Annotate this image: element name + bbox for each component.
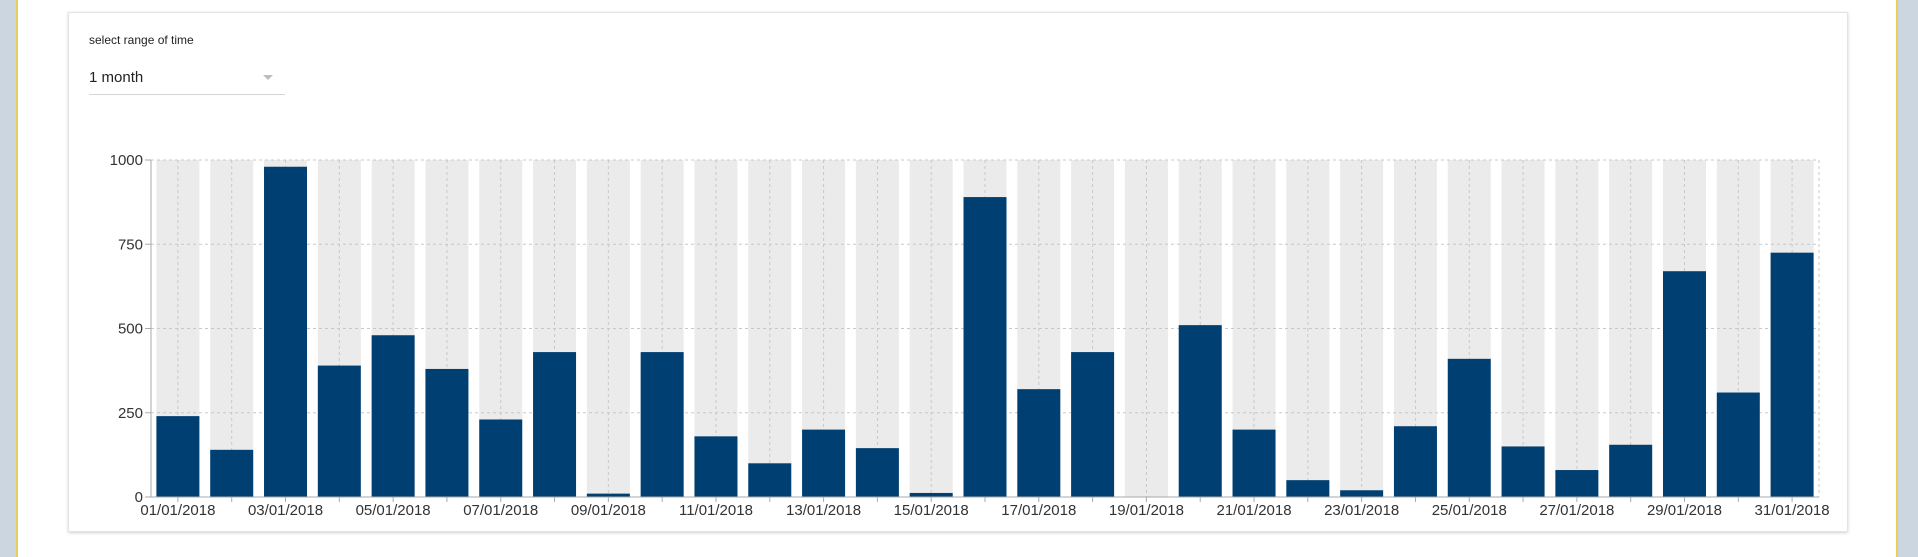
x-tick-label: 27/01/2018 bbox=[1539, 502, 1614, 519]
y-tick-label: 500 bbox=[118, 321, 143, 338]
bar bbox=[963, 197, 1007, 497]
bar bbox=[586, 493, 630, 497]
x-tick-label: 13/01/2018 bbox=[786, 502, 861, 519]
bar bbox=[640, 352, 684, 497]
bar bbox=[748, 463, 792, 497]
x-tick-label: 15/01/2018 bbox=[894, 502, 969, 519]
bar bbox=[1178, 325, 1222, 497]
bar bbox=[1716, 392, 1760, 497]
x-tick-label: 19/01/2018 bbox=[1109, 502, 1184, 519]
y-tick-label: 750 bbox=[118, 236, 143, 253]
range-label: select range of time bbox=[89, 33, 194, 47]
bar bbox=[909, 492, 953, 497]
bar bbox=[533, 352, 577, 497]
bar bbox=[1555, 470, 1599, 497]
bar bbox=[156, 416, 200, 497]
right-edge bbox=[1896, 0, 1918, 557]
bar bbox=[1770, 252, 1814, 497]
bar bbox=[264, 166, 308, 498]
bar bbox=[802, 429, 846, 497]
bar bbox=[210, 449, 254, 497]
bar bbox=[1609, 444, 1653, 497]
x-tick-label: 11/01/2018 bbox=[679, 502, 753, 519]
x-tick-label: 09/01/2018 bbox=[571, 502, 646, 519]
bar bbox=[479, 419, 523, 497]
y-tick-label: 0 bbox=[135, 489, 143, 506]
bar bbox=[1447, 358, 1491, 497]
x-tick-label: 23/01/2018 bbox=[1324, 502, 1399, 519]
chevron-down-icon bbox=[263, 75, 273, 80]
x-tick-label: 31/01/2018 bbox=[1755, 502, 1830, 519]
bar bbox=[1340, 490, 1384, 497]
bar bbox=[1232, 429, 1276, 497]
x-tick-label: 07/01/2018 bbox=[463, 502, 538, 519]
y-tick-label: 1000 bbox=[110, 152, 143, 169]
x-tick-label: 29/01/2018 bbox=[1647, 502, 1722, 519]
bar bbox=[425, 368, 469, 497]
left-edge bbox=[0, 0, 18, 557]
bar bbox=[317, 365, 361, 497]
bar bbox=[1071, 352, 1115, 497]
y-tick-label: 250 bbox=[118, 405, 143, 422]
x-tick-label: 21/01/2018 bbox=[1216, 502, 1291, 519]
bar bbox=[371, 335, 415, 497]
bar bbox=[1501, 446, 1545, 497]
range-select[interactable]: 1 month bbox=[89, 65, 285, 95]
bar bbox=[1393, 426, 1437, 497]
chart-card: select range of time 1 month 0 250 500 750 1… bbox=[68, 12, 1848, 532]
x-tick-label: 03/01/2018 bbox=[248, 502, 323, 519]
range-selected-value: 1 month bbox=[89, 69, 144, 86]
bar bbox=[855, 448, 899, 497]
bar bbox=[694, 436, 738, 497]
bar-chart: 0 250 500 750 1000 01/01/2018 03/01/2018 05/01/… bbox=[110, 152, 1830, 519]
x-tick-label: 05/01/2018 bbox=[356, 502, 431, 519]
bar bbox=[1017, 389, 1061, 497]
x-tick-label: 01/01/2018 bbox=[140, 502, 215, 519]
x-tick-label: 17/01/2018 bbox=[1001, 502, 1076, 519]
bar bbox=[1662, 271, 1706, 497]
bar bbox=[1286, 480, 1330, 497]
x-tick-label: 25/01/2018 bbox=[1432, 502, 1507, 519]
